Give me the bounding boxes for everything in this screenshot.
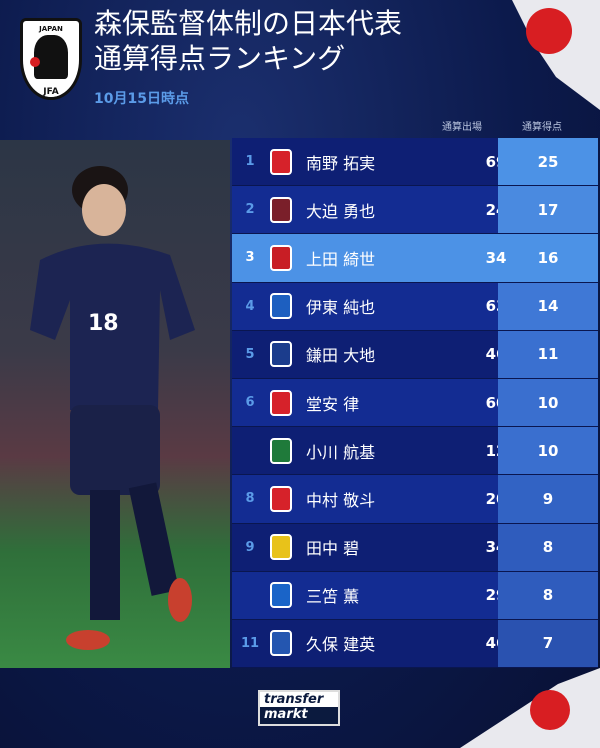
rising-sun-decoration-bottom xyxy=(530,690,570,730)
shirt-number: 18 xyxy=(88,311,119,336)
rank: 1 xyxy=(245,154,255,170)
player-name: 鎌田 大地 xyxy=(306,346,376,366)
goals: 14 xyxy=(498,282,598,330)
table-row[interactable]: 小川 航基 12 10 xyxy=(232,427,598,476)
table-row[interactable]: 3 上田 綺世 34 16 xyxy=(232,234,598,283)
player-name: 伊東 純也 xyxy=(306,298,376,318)
player-name: 大迫 勇也 xyxy=(306,201,376,221)
player-name: 三笘 薫 xyxy=(306,587,360,607)
goals: 17 xyxy=(498,186,598,234)
column-header-apps: 通算出場 xyxy=(442,122,482,133)
table-row[interactable]: 5 鎌田 大地 46 11 xyxy=(232,330,598,379)
player-name: 久保 建英 xyxy=(306,635,376,655)
genk-crest-icon xyxy=(270,293,292,320)
transfermarkt-logo: transfer markt xyxy=(258,690,340,726)
table-row[interactable]: 6 堂安 律 60 10 xyxy=(232,378,598,428)
brighton-crest-icon xyxy=(270,582,292,609)
frankfurt-crest-icon xyxy=(270,389,292,416)
appearances: 34 xyxy=(485,248,507,267)
goals: 8 xyxy=(498,523,598,571)
table-row[interactable]: 2 大迫 勇也 24 17 xyxy=(232,186,598,235)
goals: 16 xyxy=(537,248,559,267)
rank: 8 xyxy=(245,491,255,507)
logo-line-1: transfer xyxy=(260,692,338,707)
goals: 8 xyxy=(498,571,598,619)
player-name: 上田 綺世 xyxy=(306,249,376,269)
table-row[interactable]: 4 伊東 純也 63 14 xyxy=(232,282,598,331)
table-row[interactable]: 1 南野 拓実 69 25 xyxy=(232,138,598,187)
player-name: 南野 拓実 xyxy=(306,153,376,173)
player-photo: 18 xyxy=(0,140,230,668)
rank: 2 xyxy=(245,202,255,218)
rank: 6 xyxy=(245,395,255,411)
goals: 10 xyxy=(498,427,598,475)
goals: 11 xyxy=(498,330,598,378)
rank: 9 xyxy=(245,539,255,555)
table-row[interactable]: 11 久保 建英 46 7 xyxy=(232,619,598,669)
crest-jfa: JFA xyxy=(41,87,61,97)
title-line-2: 通算得点ランキング xyxy=(94,42,346,75)
rising-sun-decoration xyxy=(526,8,572,54)
rank: 3 xyxy=(245,250,255,266)
rank: 5 xyxy=(245,346,255,362)
ranking-table: 1 南野 拓実 69 25 2 大迫 勇也 24 17 3 上田 綺世 34 16 4… xyxy=(232,138,598,669)
nec-crest-icon xyxy=(270,437,292,464)
logo-line-2: markt xyxy=(264,707,308,722)
player-name: 小川 航基 xyxy=(306,442,376,462)
as-of-date: 10月15日時点 xyxy=(94,91,189,107)
reims-crest-icon xyxy=(270,485,292,512)
vissel-kobe-crest-icon xyxy=(270,196,292,223)
page-title: 森保監督体制の日本代表 通算得点ランキング xyxy=(94,6,402,76)
column-header-goals: 通算得点 xyxy=(522,122,562,133)
real-sociedad-crest-icon xyxy=(270,630,292,657)
title-line-1: 森保監督体制の日本代表 xyxy=(94,7,403,40)
rank: 4 xyxy=(245,298,255,314)
yatagarasu-icon xyxy=(30,35,68,79)
goals: 25 xyxy=(498,138,598,186)
monaco-crest-icon xyxy=(270,148,292,175)
goals: 7 xyxy=(498,619,598,668)
feyenoord-crest-icon xyxy=(270,244,292,271)
jfa-crest-logo: JAPAN JFA xyxy=(20,18,82,100)
rank: 11 xyxy=(240,635,260,651)
player-name: 田中 碧 xyxy=(306,539,360,559)
player-name: 堂安 律 xyxy=(306,394,360,414)
table-row[interactable]: 8 中村 敬斗 20 9 xyxy=(232,475,598,524)
table-row[interactable]: 9 田中 碧 34 8 xyxy=(232,523,598,572)
goals: 10 xyxy=(498,378,598,427)
leeds-crest-icon xyxy=(270,534,292,561)
crystal-palace-crest-icon xyxy=(270,341,292,368)
table-row[interactable]: 三笘 薫 29 8 xyxy=(232,571,598,620)
goals: 9 xyxy=(498,475,598,523)
player-name: 中村 敬斗 xyxy=(306,490,376,510)
crest-text: JAPAN xyxy=(39,25,63,33)
player-figure: 18 xyxy=(30,166,195,650)
